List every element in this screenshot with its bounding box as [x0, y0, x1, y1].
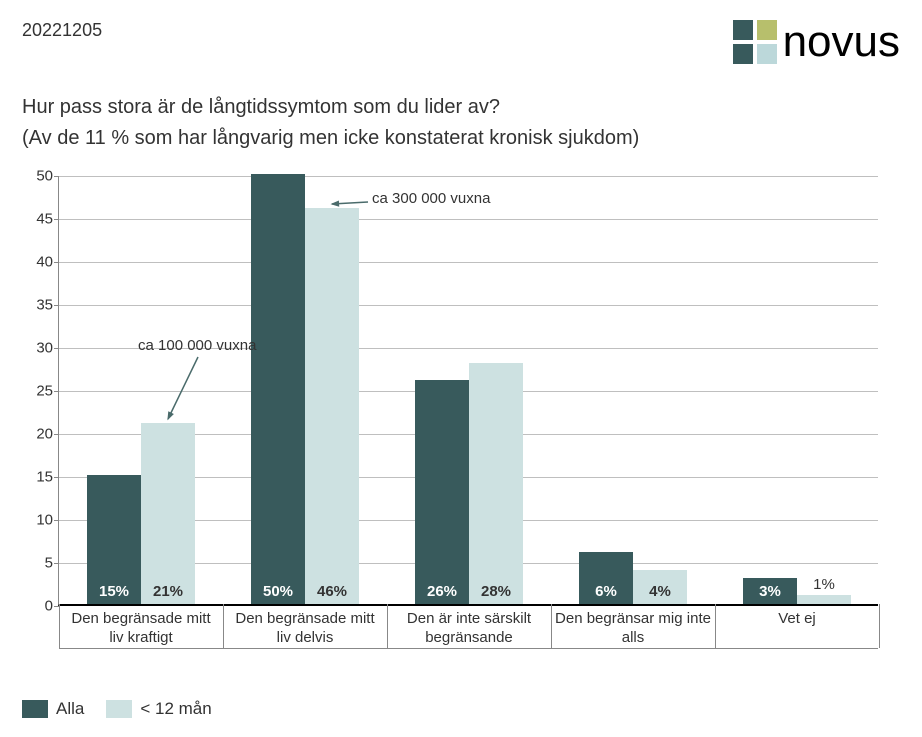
- grid-line: [59, 176, 878, 177]
- bar: 26%: [415, 380, 469, 604]
- legend-label-1: < 12 mån: [140, 699, 211, 719]
- category-separator: [879, 604, 880, 648]
- y-tick-label: 10: [25, 512, 53, 529]
- bar-group: 3%1%: [715, 578, 879, 604]
- bar-group: 15%21%: [59, 423, 223, 604]
- chart: 0510152025303540455015%21%Den begränsade…: [22, 168, 892, 648]
- bar: 3%: [743, 578, 797, 604]
- y-tick-label: 20: [25, 426, 53, 443]
- bar: 50%: [251, 174, 305, 604]
- grid-line: [59, 262, 878, 263]
- category-label: Vet ej: [715, 608, 879, 629]
- bar-value-label: 50%: [251, 583, 305, 600]
- bar-value-label: 3%: [743, 583, 797, 600]
- grid-line: [59, 305, 878, 306]
- y-tick-mark: [54, 391, 59, 392]
- y-tick-label: 35: [25, 297, 53, 314]
- y-tick-mark: [54, 348, 59, 349]
- legend-item-0: Alla: [22, 699, 84, 719]
- header: 20221205 novus: [22, 20, 900, 64]
- y-tick-label: 5: [25, 555, 53, 572]
- annotation-arrow-icon: [324, 194, 376, 218]
- y-tick-label: 25: [25, 383, 53, 400]
- brand-logo: novus: [733, 20, 900, 64]
- bar-value-label: 46%: [305, 583, 359, 600]
- y-tick-label: 30: [25, 340, 53, 357]
- y-tick-mark: [54, 176, 59, 177]
- category-label: Den begränsade mitt liv delvis: [223, 608, 387, 648]
- logo-square-0: [733, 20, 753, 40]
- bar-value-label: 26%: [415, 583, 469, 600]
- y-tick-mark: [54, 262, 59, 263]
- bar: 46%: [305, 208, 359, 604]
- title-block: Hur pass stora är de långtidssymtom som …: [22, 92, 900, 154]
- bar-value-label: 6%: [579, 583, 633, 600]
- y-tick-mark: [54, 305, 59, 306]
- y-tick-label: 45: [25, 211, 53, 228]
- legend: Alla < 12 mån: [22, 699, 212, 719]
- bar: 4%: [633, 570, 687, 604]
- legend-swatch-0: [22, 700, 48, 718]
- bar: 28%: [469, 363, 523, 604]
- category-bottom-border: [59, 648, 878, 649]
- bar-group: 26%28%: [387, 363, 551, 604]
- y-tick-label: 0: [25, 598, 53, 615]
- logo-square-2: [733, 44, 753, 64]
- logo-text: novus: [783, 22, 900, 62]
- grid-line: [59, 219, 878, 220]
- category-label: Den begränsar mig inte alls: [551, 608, 715, 648]
- annotation-arrow-icon: [160, 349, 206, 433]
- title-line-2: (Av de 11 % som har långvarig men icke k…: [22, 123, 900, 154]
- bar-value-label: 1%: [797, 576, 851, 593]
- legend-item-1: < 12 mån: [106, 699, 211, 719]
- legend-swatch-1: [106, 700, 132, 718]
- category-label: Den är inte särskilt begränsande: [387, 608, 551, 648]
- date-label: 20221205: [22, 20, 102, 41]
- y-tick-label: 40: [25, 254, 53, 271]
- bar-group: 50%46%: [223, 174, 387, 604]
- bar-value-label: 21%: [141, 583, 195, 600]
- legend-label-0: Alla: [56, 699, 84, 719]
- title-line-1: Hur pass stora är de långtidssymtom som …: [22, 92, 900, 123]
- bar-value-label: 15%: [87, 583, 141, 600]
- logo-squares: [733, 20, 777, 64]
- y-tick-label: 15: [25, 469, 53, 486]
- logo-square-1: [757, 20, 777, 40]
- y-tick-label: 50: [25, 168, 53, 185]
- bar: 1%: [797, 595, 851, 604]
- plot-area: 0510152025303540455015%21%Den begränsade…: [58, 176, 878, 606]
- annotation-label: ca 300 000 vuxna: [372, 190, 490, 207]
- bar-value-label: 4%: [633, 583, 687, 600]
- logo-square-3: [757, 44, 777, 64]
- y-tick-mark: [54, 219, 59, 220]
- bar: 15%: [87, 475, 141, 604]
- bar: 21%: [141, 423, 195, 604]
- category-label: Den begränsade mitt liv kraftigt: [59, 608, 223, 648]
- bar-value-label: 28%: [469, 583, 523, 600]
- bar: 6%: [579, 552, 633, 604]
- bar-group: 6%4%: [551, 552, 715, 604]
